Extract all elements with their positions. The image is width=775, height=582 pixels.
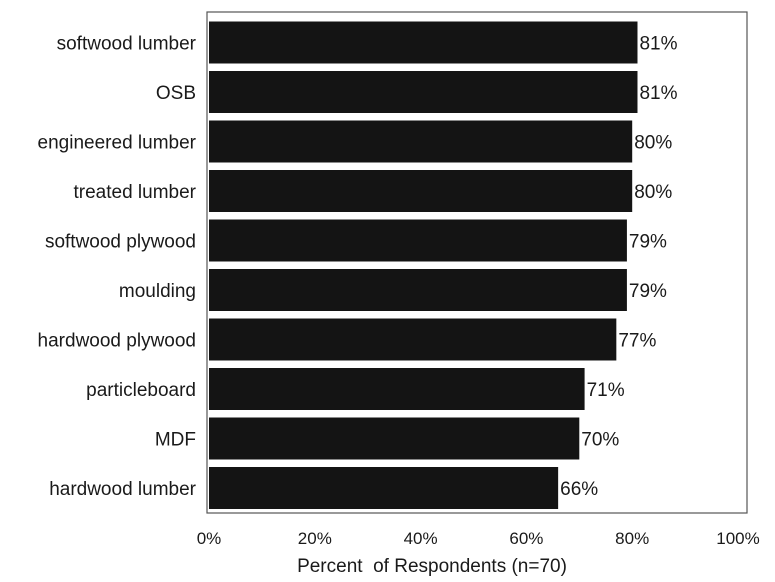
data-label: 80%	[634, 133, 672, 154]
category-label: OSB	[156, 83, 196, 104]
category-label: moulding	[119, 281, 196, 302]
x-tick-label: 0%	[197, 529, 222, 548]
x-axis-title: Percent of Respondents (n=70)	[297, 556, 567, 577]
x-tick-label: 40%	[404, 529, 438, 548]
bar	[209, 368, 585, 410]
data-label: 71%	[587, 380, 625, 401]
bar	[209, 219, 627, 262]
category-label: treated lumber	[73, 182, 196, 203]
category-label: MDF	[155, 430, 196, 451]
bar	[209, 318, 617, 361]
bar	[209, 170, 633, 212]
bar	[209, 120, 633, 163]
bar	[209, 417, 580, 460]
bar	[209, 71, 638, 113]
category-label: softwood plywood	[45, 232, 196, 253]
data-label: 80%	[634, 182, 672, 203]
category-label: hardwood plywood	[38, 331, 196, 352]
x-tick-label: 20%	[298, 529, 332, 548]
data-label: 77%	[618, 331, 656, 352]
x-tick-label: 80%	[615, 529, 649, 548]
category-labels-layer: softwood lumber OSB engineered lumber treat…	[38, 34, 197, 501]
bar	[209, 21, 638, 64]
x-axis-ticks-layer: 0% 20% 40% 60% 80% 100%	[197, 529, 760, 548]
data-label: 81%	[639, 83, 677, 104]
data-label: 81%	[639, 34, 677, 55]
data-label: 70%	[581, 430, 619, 451]
plot-frame	[206, 11, 748, 514]
x-tick-label: 60%	[509, 529, 543, 548]
category-label: hardwood lumber	[49, 479, 196, 500]
bar	[209, 269, 627, 311]
data-label: 66%	[560, 479, 598, 500]
bar	[209, 467, 559, 509]
category-label: particleboard	[86, 380, 196, 401]
category-label: softwood lumber	[57, 34, 197, 55]
category-label: engineered lumber	[38, 133, 197, 154]
data-label: 79%	[629, 281, 667, 302]
data-label: 79%	[629, 232, 667, 253]
bars-layer: 81% 81% 80% 80% 79% 79% 77% 71% 70% 66%	[209, 21, 678, 509]
x-tick-label: 100%	[716, 529, 759, 548]
